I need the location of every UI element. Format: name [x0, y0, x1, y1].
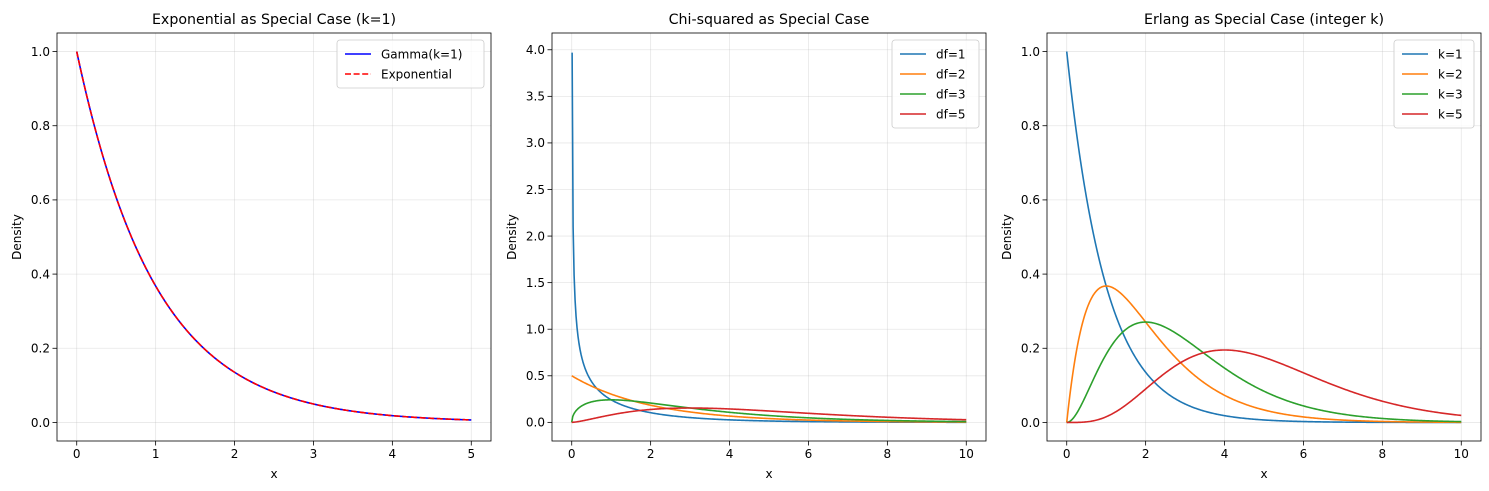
legend-label: Gamma(k=1)	[381, 47, 462, 61]
y-tick-label: 1.0	[31, 45, 50, 59]
y-tick-label: 1.0	[526, 323, 545, 337]
legend-frame	[336, 39, 485, 89]
legend-label: k=1	[1438, 47, 1463, 61]
x-tick-label: 2	[1142, 447, 1150, 461]
legend-label: df=5	[936, 107, 966, 121]
y-tick-label: 0.0	[31, 416, 50, 430]
x-tick-label: 6	[805, 447, 813, 461]
y-axis-label: Density	[1000, 214, 1014, 260]
legend-frame	[891, 39, 980, 129]
x-tick-label: 2	[231, 447, 239, 461]
series-line-k-3	[1066, 321, 1462, 424]
x-tick-label: 2	[647, 447, 655, 461]
y-tick-label: 4.0	[526, 43, 545, 57]
legend-label: df=1	[936, 47, 966, 61]
y-tick-label: 2.5	[526, 183, 545, 197]
legend: df=1 df=2 df=3 df=5	[891, 39, 980, 129]
series-line-gamma-k-1	[75, 51, 472, 421]
x-tick-label: 3	[310, 447, 318, 461]
legend-label: k=3	[1438, 87, 1463, 101]
x-tick-label: 8	[1379, 447, 1387, 461]
y-tick-label: 1.5	[526, 276, 545, 290]
series-line-exponential	[75, 51, 472, 421]
y-axis-label: Density	[10, 214, 24, 260]
y-tick-label: 0.5	[526, 369, 545, 383]
y-tick-label: 0.8	[31, 119, 50, 133]
y-tick-label: 0.0	[1021, 416, 1040, 430]
legend-label: k=2	[1438, 67, 1463, 81]
series-line-k-5	[1066, 349, 1462, 424]
legend-label: k=5	[1438, 107, 1463, 121]
y-tick-label: 0.2	[31, 342, 50, 356]
y-tick-label: 0.0	[526, 416, 545, 430]
x-tick-label: 4	[726, 447, 734, 461]
series-line-k-2	[1065, 285, 1462, 424]
plot-frame	[1046, 32, 1482, 442]
chart-title: Chi-squared as Special Case	[669, 12, 870, 28]
legend: Gamma(k=1) Exponential	[336, 39, 485, 89]
y-tick-label: 3.5	[526, 90, 545, 104]
y-tick-label: 0.6	[31, 193, 50, 207]
legend-label: Exponential	[381, 67, 452, 81]
x-axis-label: x	[1260, 467, 1267, 481]
y-tick-label: 0.8	[1021, 119, 1040, 133]
x-tick-label: 10	[1454, 447, 1469, 461]
y-tick-label: 0.2	[1021, 342, 1040, 356]
y-tick-label: 0.4	[1021, 267, 1040, 281]
plot-frame	[551, 32, 987, 442]
y-tick-label: 1.0	[1021, 45, 1040, 59]
chart-panel-1: 0 1 2 3 4 5 0.0 0.2 0.4 0.6 0.8 1.0 Exponential as S…	[10, 12, 492, 481]
y-tick-label: 0.6	[1021, 193, 1040, 207]
x-tick-label: 0	[73, 447, 81, 461]
y-tick-label: 0.4	[31, 267, 50, 281]
chart-panel-2: 0 2 4 6 8 10 0.0 0.5 1.0 1.5 2.0 2.5 3.0 3.5 4.0 Chi-sq…	[505, 12, 987, 481]
y-tick-label: 3.0	[526, 136, 545, 150]
plot-frame	[56, 32, 492, 442]
series-line-df-5	[571, 407, 967, 424]
x-tick-label: 6	[1300, 447, 1308, 461]
chart-title: Exponential as Special Case (k=1)	[152, 12, 396, 28]
x-tick-label: 5	[467, 447, 475, 461]
x-tick-label: 0	[1063, 447, 1071, 461]
legend-label: df=3	[936, 87, 966, 101]
legend-label: df=2	[936, 67, 966, 81]
series-line-df-3	[570, 399, 967, 423]
x-axis-label: x	[765, 467, 772, 481]
y-tick-label: 2.0	[526, 229, 545, 243]
chart-panel-3: 0 2 4 6 8 10 0.0 0.2 0.4 0.6 0.8 1.0 Erlang as Speci…	[1000, 12, 1482, 481]
y-axis-label: Density	[505, 214, 519, 260]
x-tick-label: 4	[1221, 447, 1229, 461]
x-tick-label: 4	[389, 447, 397, 461]
x-tick-label: 10	[959, 447, 974, 461]
legend-frame	[1393, 39, 1475, 129]
chart-title: Erlang as Special Case (integer k)	[1144, 12, 1384, 28]
x-tick-label: 0	[568, 447, 576, 461]
legend: k=1 k=2 k=3 k=5	[1393, 39, 1475, 129]
x-tick-label: 8	[884, 447, 892, 461]
x-axis-label: x	[270, 467, 277, 481]
x-tick-label: 1	[152, 447, 160, 461]
